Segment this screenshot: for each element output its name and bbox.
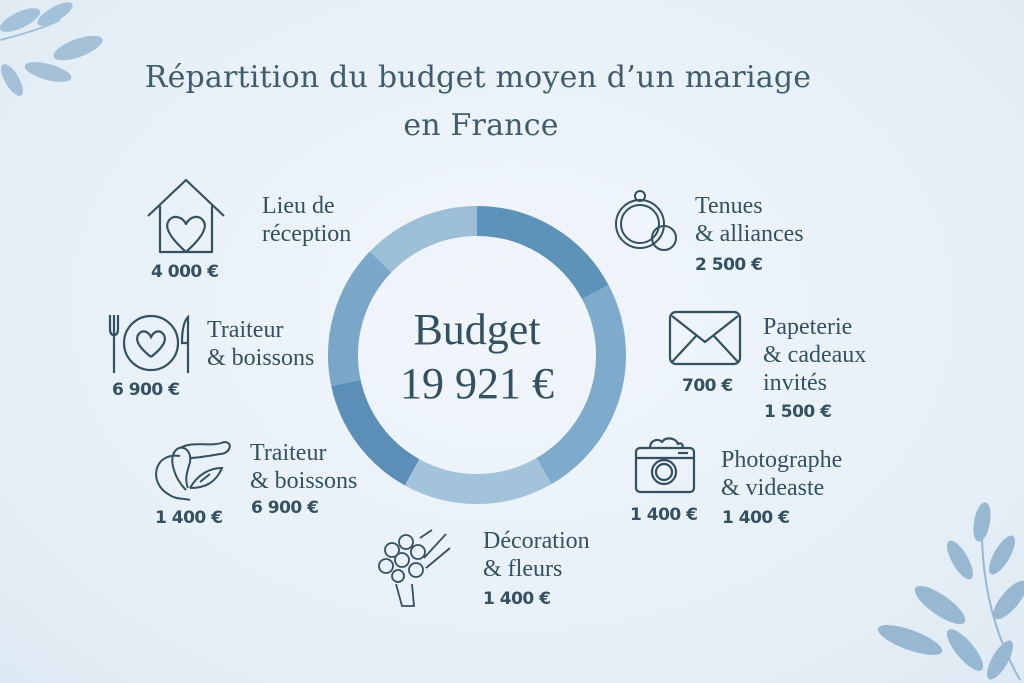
venue-label-1: Lieu de — [262, 193, 335, 219]
stationery-label-2: & cadeaux — [763, 342, 867, 368]
attire-label-1: Tenues — [695, 193, 763, 219]
venue-label-2: réception — [262, 221, 352, 247]
leaf-decoration-top-left-icon — [0, 2, 103, 96]
catering-label-2: & boissons — [207, 345, 315, 371]
ring-segment — [404, 457, 552, 504]
decoration-label-1: Décoration — [483, 528, 590, 554]
photo-icon-amount: 1 400 € — [630, 505, 698, 525]
stationery-label-3: invités — [763, 370, 827, 396]
center-budget-label: Budget — [413, 305, 541, 354]
photo-amount: 1 400 € — [722, 508, 790, 528]
catering-label-1: Traiteur — [207, 317, 284, 343]
ring-segment — [476, 206, 609, 300]
catering2-label-1: Traiteur — [250, 440, 327, 466]
stationery-icon-amount: 700 € — [682, 376, 733, 396]
bouquet-icon — [372, 528, 454, 608]
rings-icon — [612, 188, 682, 254]
camera-icon — [634, 434, 696, 494]
envelope-icon — [668, 310, 742, 366]
stationery-label-1: Papeterie — [763, 314, 853, 340]
catering2-amount: 6 900 € — [251, 498, 319, 518]
photo-label-1: Photographe — [721, 447, 843, 473]
center-budget-total: 19 921 € — [400, 359, 554, 408]
ring-segment — [328, 251, 392, 386]
plate-cutlery-icon — [106, 313, 192, 375]
decoration-label-2: & fleurs — [483, 556, 563, 582]
photo-label-2: & videaste — [721, 475, 825, 501]
catering2-icon-amount: 1 400 € — [155, 508, 223, 528]
leaf-decoration-bottom-right-icon — [877, 502, 1024, 681]
ring-segment — [369, 206, 478, 273]
leaf-heart-icon — [150, 438, 232, 502]
house-heart-icon — [146, 176, 226, 254]
decoration-amount: 1 400 € — [483, 589, 551, 609]
title-line-1: Répartition du budget moyen d’un mariage — [144, 60, 812, 95]
title-line-2: en France — [403, 108, 559, 143]
catering-amount: 6 900 € — [112, 380, 180, 400]
ring-segment — [331, 379, 420, 486]
ring-segment — [536, 285, 626, 485]
catering2-label-2: & boissons — [250, 468, 358, 494]
venue-amount: 4 000 € — [151, 262, 219, 282]
attire-label-2: & alliances — [695, 221, 804, 247]
stationery-amount: 1 500 € — [764, 402, 832, 422]
attire-amount: 2 500 € — [695, 255, 763, 275]
